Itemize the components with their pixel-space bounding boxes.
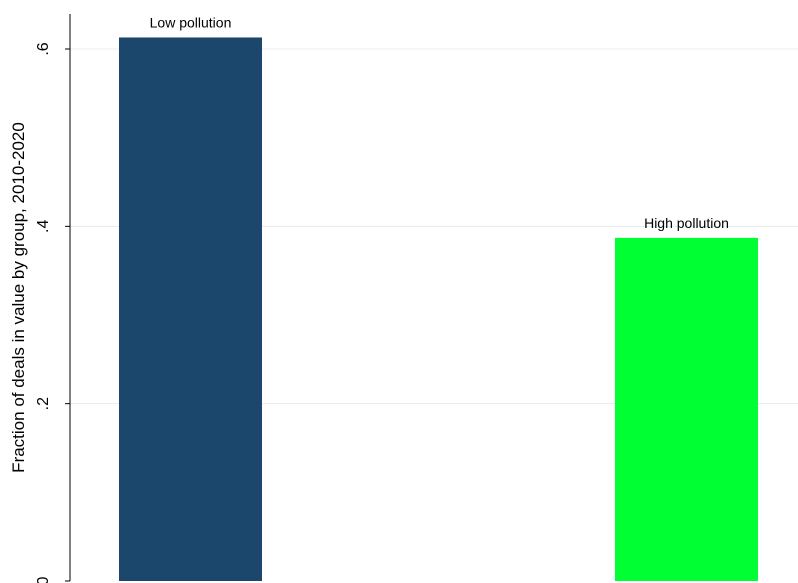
y-axis-title: Fraction of deals in value by group, 201… xyxy=(9,122,28,473)
bars: Low pollution High pollution xyxy=(119,14,758,582)
y-tick-label: .2 xyxy=(35,397,52,410)
bar-1 xyxy=(615,237,758,582)
y-tick-label: .6 xyxy=(35,42,52,55)
y-tick-label: .4 xyxy=(35,220,52,233)
bar-label-1: High pollution xyxy=(644,215,729,231)
bar-label-0: Low pollution xyxy=(150,14,232,30)
y-tick-label: 0 xyxy=(35,576,52,583)
y-axis-ticks: 0 .2 .4 .6 xyxy=(35,42,70,583)
bar-0 xyxy=(119,37,262,582)
